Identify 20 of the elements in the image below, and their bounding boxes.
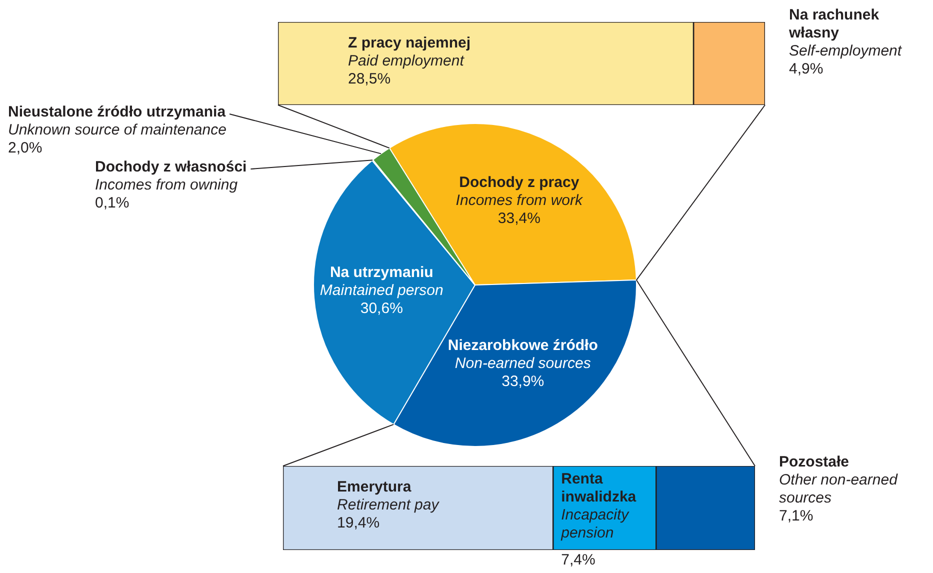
slice-label: Na utrzymaniu Maintained person (320, 264, 444, 300)
data-label: 4,9% (789, 60, 824, 78)
slice-label: Niezarobkowe źródło Non-earned sources (448, 337, 598, 372)
series-label: Na rachunek własny Self-employment (788, 6, 902, 60)
data-label: 33,4% (498, 210, 540, 228)
data-label: 30,6% (360, 300, 403, 318)
data-label: 7,4% (561, 552, 596, 569)
data-label: 2,0% (8, 140, 42, 157)
data-label: 7,1% (779, 508, 814, 525)
data-label: 19,4% (337, 514, 380, 532)
data-label: 28,5% (348, 70, 391, 88)
data-label: 0,1% (95, 194, 130, 212)
slice-label: Dochody z własności Incomes from owning (95, 158, 247, 194)
slice-label: Dochody z pracy Incomes from work (456, 174, 584, 210)
series-label: Renta inwalidzka Incapacity pension (560, 470, 637, 542)
series-label: Z pracy najemnej Paid employment (348, 34, 471, 70)
series-label: Pozostałe Other non-earned sources (779, 454, 898, 507)
series-label: Emerytura Retirement pay (337, 478, 440, 514)
data-label: 33,9% (502, 373, 544, 390)
slice-label: Nieustalone źródło utrzymania Unknown source of maintenance (8, 104, 226, 139)
